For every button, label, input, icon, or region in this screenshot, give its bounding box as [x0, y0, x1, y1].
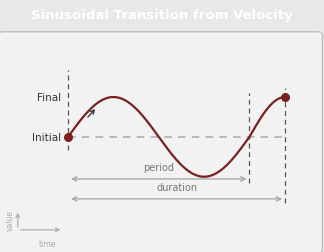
Point — [65, 135, 71, 139]
Text: time: time — [38, 239, 56, 248]
Text: Initial: Initial — [32, 132, 62, 142]
Text: duration: duration — [156, 182, 197, 193]
Text: Final: Final — [38, 93, 62, 103]
Text: value: value — [6, 210, 15, 231]
Text: Sinusoidal Transition from Velocity: Sinusoidal Transition from Velocity — [31, 9, 293, 22]
Point — [283, 96, 288, 100]
FancyBboxPatch shape — [0, 33, 322, 252]
Text: period: period — [143, 163, 174, 173]
